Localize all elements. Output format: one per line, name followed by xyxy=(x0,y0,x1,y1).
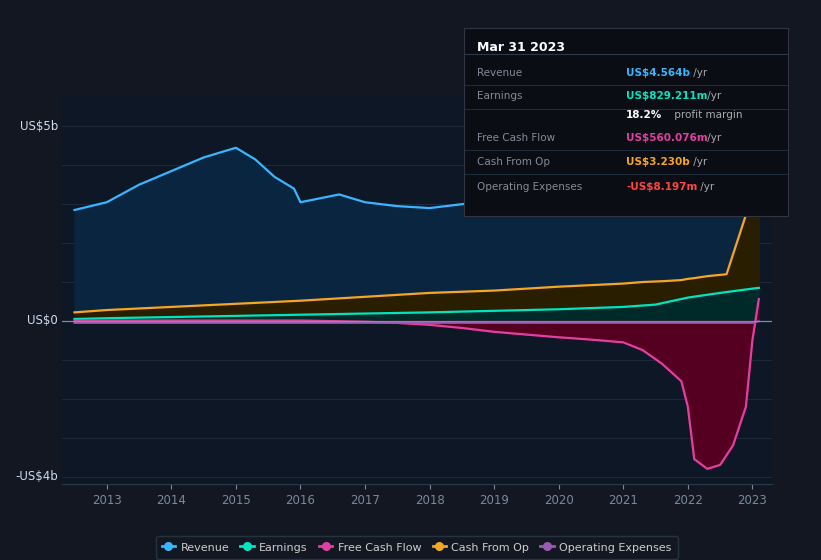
Text: /yr: /yr xyxy=(704,91,722,101)
Legend: Revenue, Earnings, Free Cash Flow, Cash From Op, Operating Expenses: Revenue, Earnings, Free Cash Flow, Cash … xyxy=(155,535,678,559)
Text: US$3.230b: US$3.230b xyxy=(626,157,690,167)
Text: US$0: US$0 xyxy=(27,314,58,328)
Text: Earnings: Earnings xyxy=(477,91,522,101)
Text: /yr: /yr xyxy=(704,133,722,143)
Text: US$5b: US$5b xyxy=(20,120,58,133)
Text: US$560.076m: US$560.076m xyxy=(626,133,708,143)
Text: US$4.564b: US$4.564b xyxy=(626,68,690,78)
Text: -US$4b: -US$4b xyxy=(16,470,58,483)
Text: /yr: /yr xyxy=(690,68,708,78)
Text: Operating Expenses: Operating Expenses xyxy=(477,181,582,192)
Text: /yr: /yr xyxy=(697,181,714,192)
Text: -US$8.197m: -US$8.197m xyxy=(626,181,697,192)
Text: /yr: /yr xyxy=(690,157,708,167)
Text: Free Cash Flow: Free Cash Flow xyxy=(477,133,555,143)
Text: Revenue: Revenue xyxy=(477,68,522,78)
Text: 18.2%: 18.2% xyxy=(626,110,663,120)
Text: US$829.211m: US$829.211m xyxy=(626,91,708,101)
Text: profit margin: profit margin xyxy=(672,110,743,120)
Text: Cash From Op: Cash From Op xyxy=(477,157,550,167)
Text: Mar 31 2023: Mar 31 2023 xyxy=(477,41,565,54)
